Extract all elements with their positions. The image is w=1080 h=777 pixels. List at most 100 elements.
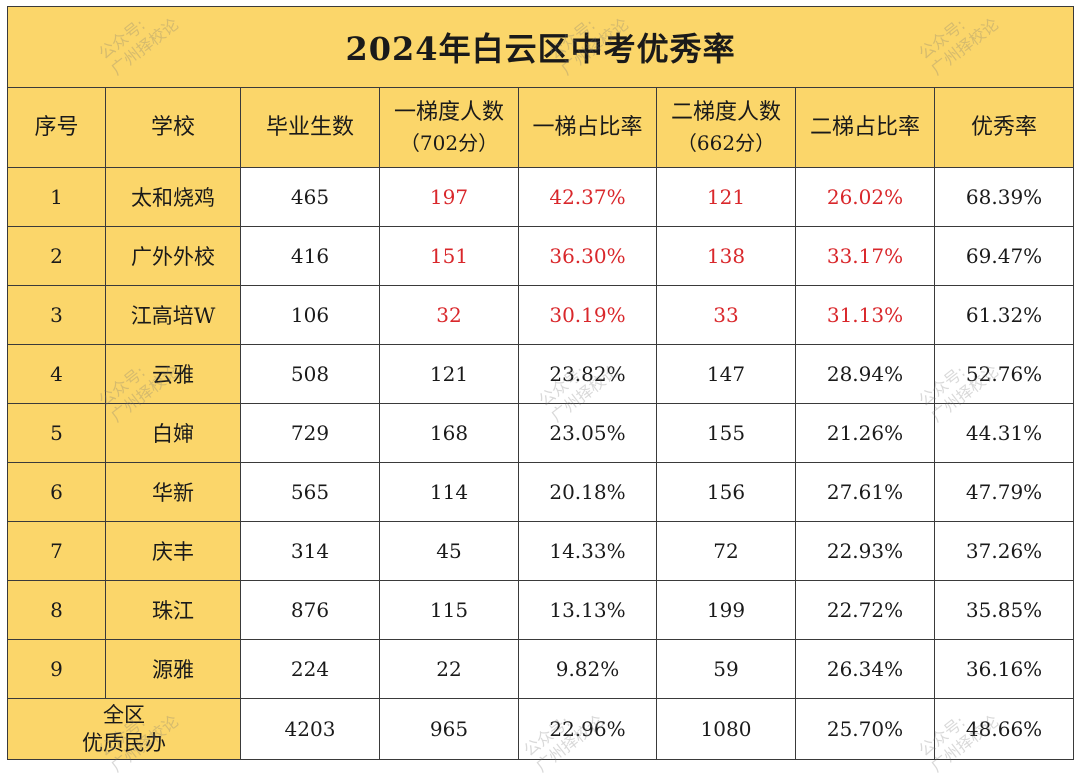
table-row: 7 庆丰 314 45 14.33% 72 22.93% 37.26%: [7, 521, 1075, 581]
cell-graduates: 465: [240, 167, 380, 227]
cell-tier2-count: 156: [656, 462, 796, 522]
cell-tier1-count: 197: [379, 167, 519, 227]
header-tier2-ratio: 二梯占比率: [795, 87, 935, 168]
cell-excellent-rate: 36.16%: [933, 639, 1075, 699]
summary-tier2-ratio: 25.70%: [795, 698, 935, 760]
cell-graduates: 876: [240, 580, 380, 640]
cell-excellent-rate: 69.47%: [933, 226, 1075, 286]
header-tier2-count-label: 二梯度人数: [670, 99, 781, 125]
cell-index: 2: [7, 226, 106, 286]
cell-school: 庆丰: [105, 521, 241, 581]
cell-tier1-ratio: 30.19%: [518, 285, 657, 345]
cell-tier2-ratio: 27.61%: [795, 462, 935, 522]
cell-school: 珠江: [105, 580, 241, 640]
cell-graduates: 416: [240, 226, 380, 286]
cell-tier2-ratio: 31.13%: [795, 285, 935, 345]
cell-tier1-ratio: 36.30%: [518, 226, 657, 286]
table-row: 8 珠江 876 115 13.13% 199 22.72% 35.85%: [7, 580, 1075, 640]
summary-excellent-rate: 48.66%: [933, 698, 1075, 760]
summary-graduates: 4203: [240, 698, 380, 760]
table-row: 1 太和烧鸡 465 197 42.37% 121 26.02% 68.39%: [7, 167, 1075, 227]
cell-tier1-count: 45: [379, 521, 519, 581]
summary-tier1-ratio: 22.96%: [518, 698, 657, 760]
summary-label: 全区 优质民办: [7, 698, 241, 760]
cell-tier1-ratio: 23.05%: [518, 403, 657, 463]
cell-graduates: 314: [240, 521, 380, 581]
cell-graduates: 508: [240, 344, 380, 404]
cell-tier1-count: 115: [379, 580, 519, 640]
cell-excellent-rate: 61.32%: [933, 285, 1075, 345]
header-excellent-rate: 优秀率: [933, 87, 1075, 168]
cell-tier2-ratio: 26.02%: [795, 167, 935, 227]
cell-tier2-ratio: 21.26%: [795, 403, 935, 463]
cell-tier1-count: 121: [379, 344, 519, 404]
table-row: 9 源雅 224 22 9.82% 59 26.34% 36.16%: [7, 639, 1075, 699]
cell-tier2-count: 72: [656, 521, 796, 581]
cell-excellent-rate: 37.26%: [933, 521, 1075, 581]
cell-graduates: 224: [240, 639, 380, 699]
table-title: 2024年白云区中考优秀率: [6, 6, 1075, 88]
header-index: 序号: [7, 87, 106, 168]
cell-school: 江高培W: [105, 285, 241, 345]
summary-label-line2: 优质民办: [82, 731, 166, 755]
cell-excellent-rate: 35.85%: [933, 580, 1075, 640]
cell-tier2-count: 121: [656, 167, 796, 227]
cell-tier2-count: 155: [656, 403, 796, 463]
header-school: 学校: [105, 87, 241, 168]
cell-school: 白婶: [105, 403, 241, 463]
header-tier1-score: （702分）: [399, 130, 499, 155]
header-tier1-ratio: 一梯占比率: [518, 87, 657, 168]
cell-graduates: 106: [240, 285, 380, 345]
cell-tier2-ratio: 26.34%: [795, 639, 935, 699]
summary-row: 全区 优质民办 4203 965 22.96% 1080 25.70% 48.6…: [7, 698, 1075, 760]
cell-tier2-count: 59: [656, 639, 796, 699]
table-row: 5 白婶 729 168 23.05% 155 21.26% 44.31%: [7, 403, 1075, 463]
cell-tier2-ratio: 33.17%: [795, 226, 935, 286]
header-row: 序号 学校 毕业生数 一梯度人数 （702分） 一梯占比率 二梯度人数 （662…: [7, 87, 1075, 168]
cell-tier1-count: 32: [379, 285, 519, 345]
cell-index: 9: [7, 639, 106, 699]
cell-tier1-count: 22: [379, 639, 519, 699]
cell-tier1-ratio: 20.18%: [518, 462, 657, 522]
cell-index: 3: [7, 285, 106, 345]
cell-tier1-count: 151: [379, 226, 519, 286]
header-tier1-count-label: 一梯度人数: [393, 99, 504, 125]
cell-index: 1: [7, 167, 106, 227]
cell-tier1-ratio: 9.82%: [518, 639, 657, 699]
header-tier2-score: （662分）: [676, 130, 776, 155]
cell-tier1-ratio: 14.33%: [518, 521, 657, 581]
cell-graduates: 729: [240, 403, 380, 463]
cell-tier2-ratio: 22.93%: [795, 521, 935, 581]
header-graduates: 毕业生数: [240, 87, 380, 168]
table-row: 2 广外外校 416 151 36.30% 138 33.17% 69.47%: [7, 226, 1075, 286]
ranking-table-sheet: 2024年白云区中考优秀率 序号 学校 毕业生数 一梯度人数 （702分） 一梯…: [6, 6, 1075, 766]
cell-tier1-ratio: 13.13%: [518, 580, 657, 640]
title-row: 2024年白云区中考优秀率: [6, 6, 1075, 88]
cell-tier2-count: 138: [656, 226, 796, 286]
cell-excellent-rate: 52.76%: [933, 344, 1075, 404]
cell-tier2-count: 147: [656, 344, 796, 404]
cell-tier1-ratio: 42.37%: [518, 167, 657, 227]
cell-tier2-count: 199: [656, 580, 796, 640]
cell-index: 7: [7, 521, 106, 581]
summary-tier1-count: 965: [379, 698, 519, 760]
cell-index: 6: [7, 462, 106, 522]
cell-tier2-ratio: 28.94%: [795, 344, 935, 404]
cell-tier1-count: 114: [379, 462, 519, 522]
summary-label-line1: 全区: [103, 703, 145, 727]
header-tier1-count: 一梯度人数 （702分）: [379, 87, 519, 168]
header-tier2-count: 二梯度人数 （662分）: [656, 87, 796, 168]
cell-graduates: 565: [240, 462, 380, 522]
cell-index: 4: [7, 344, 106, 404]
table-row: 3 江高培W 106 32 30.19% 33 31.13% 61.32%: [7, 285, 1075, 345]
cell-index: 8: [7, 580, 106, 640]
cell-school: 华新: [105, 462, 241, 522]
cell-tier1-count: 168: [379, 403, 519, 463]
cell-excellent-rate: 44.31%: [933, 403, 1075, 463]
cell-school: 广外外校: [105, 226, 241, 286]
cell-excellent-rate: 68.39%: [933, 167, 1075, 227]
cell-school: 云雅: [105, 344, 241, 404]
summary-tier2-count: 1080: [656, 698, 796, 760]
cell-tier2-count: 33: [656, 285, 796, 345]
table-row: 6 华新 565 114 20.18% 156 27.61% 47.79%: [7, 462, 1075, 522]
